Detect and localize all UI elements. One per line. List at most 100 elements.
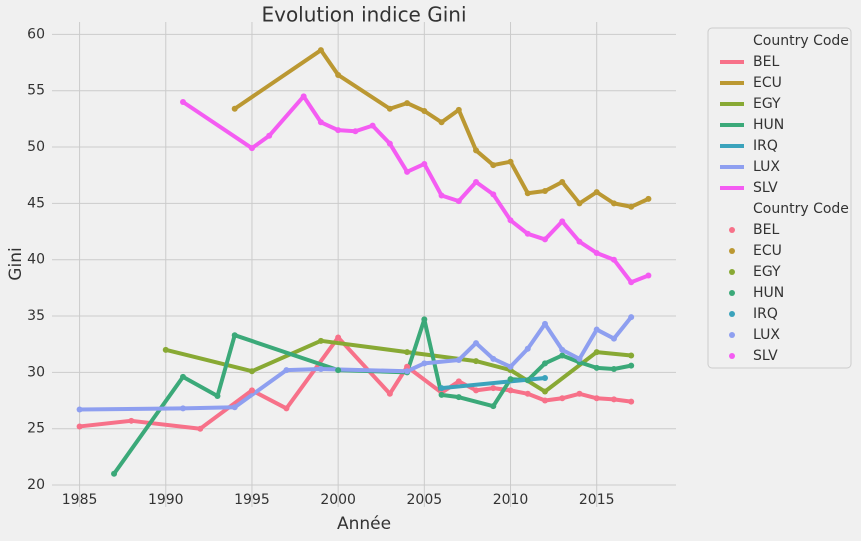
point bbox=[335, 127, 342, 134]
point bbox=[541, 236, 548, 243]
point bbox=[490, 191, 497, 198]
point bbox=[473, 178, 480, 185]
legend-label: BEL bbox=[753, 54, 779, 70]
point bbox=[438, 385, 445, 392]
y-tick-label: 25 bbox=[27, 421, 45, 437]
point bbox=[317, 47, 324, 54]
point bbox=[231, 105, 238, 112]
legend-label: ECU bbox=[753, 243, 782, 259]
point bbox=[576, 355, 583, 362]
line bbox=[112, 317, 632, 475]
legend-label: LUX bbox=[753, 159, 780, 175]
point bbox=[335, 334, 342, 341]
x-tick-label: 2010 bbox=[493, 492, 529, 508]
point bbox=[628, 203, 635, 210]
x-tick-label: 1985 bbox=[62, 492, 98, 508]
point bbox=[214, 393, 221, 400]
point bbox=[541, 375, 548, 382]
point bbox=[231, 332, 238, 339]
point bbox=[610, 335, 617, 342]
point bbox=[524, 190, 531, 197]
point bbox=[404, 168, 411, 175]
point bbox=[541, 360, 548, 367]
point bbox=[300, 93, 307, 100]
legend-marker bbox=[729, 227, 735, 233]
point bbox=[231, 404, 238, 411]
point bbox=[593, 349, 600, 356]
point bbox=[507, 387, 514, 394]
point bbox=[352, 128, 359, 135]
y-tick-label: 55 bbox=[27, 83, 45, 99]
point bbox=[421, 316, 428, 323]
legend-label: SLV bbox=[753, 348, 778, 364]
point bbox=[559, 352, 566, 359]
point bbox=[610, 365, 617, 372]
point bbox=[507, 217, 514, 224]
point bbox=[404, 100, 411, 107]
legend-label: ECU bbox=[753, 75, 782, 91]
point bbox=[490, 385, 497, 392]
point bbox=[593, 395, 600, 402]
point bbox=[404, 368, 411, 375]
point bbox=[248, 145, 255, 152]
point bbox=[559, 395, 566, 402]
x-axis-label: Année bbox=[337, 514, 391, 534]
point bbox=[283, 367, 290, 374]
point bbox=[180, 373, 187, 380]
y-tick-label: 60 bbox=[27, 26, 45, 42]
y-tick-label: 45 bbox=[27, 195, 45, 211]
point bbox=[197, 425, 204, 432]
point bbox=[473, 147, 480, 154]
point bbox=[541, 397, 548, 404]
point bbox=[628, 279, 635, 286]
point bbox=[490, 403, 497, 410]
x-tick-label: 2005 bbox=[407, 492, 443, 508]
point bbox=[524, 390, 531, 397]
point bbox=[473, 387, 480, 394]
point bbox=[593, 249, 600, 256]
y-tick-label: 50 bbox=[27, 139, 45, 155]
legend-label: SLV bbox=[753, 180, 778, 196]
legend-label: EGY bbox=[753, 264, 781, 280]
point bbox=[180, 98, 187, 105]
point bbox=[180, 405, 187, 412]
point bbox=[507, 158, 514, 165]
legend-title: Country Code bbox=[753, 201, 849, 217]
point bbox=[593, 189, 600, 196]
point bbox=[473, 358, 480, 365]
point bbox=[628, 314, 635, 321]
point bbox=[541, 388, 548, 395]
point bbox=[455, 378, 462, 385]
point bbox=[438, 192, 445, 199]
point bbox=[524, 345, 531, 352]
y-tick-label: 20 bbox=[27, 477, 45, 493]
point bbox=[162, 346, 169, 353]
point bbox=[610, 200, 617, 207]
legend-marker bbox=[729, 353, 735, 359]
x-tick-label: 1995 bbox=[234, 492, 270, 508]
legend-label: EGY bbox=[753, 96, 781, 112]
legend-label: HUN bbox=[753, 285, 784, 301]
point bbox=[455, 394, 462, 401]
legend-marker bbox=[729, 290, 735, 296]
point bbox=[576, 200, 583, 207]
point bbox=[248, 387, 255, 394]
point bbox=[317, 337, 324, 344]
point bbox=[541, 187, 548, 194]
y-tick-label: 35 bbox=[27, 308, 45, 324]
point bbox=[317, 119, 324, 126]
point bbox=[576, 238, 583, 245]
point bbox=[76, 406, 83, 413]
line bbox=[181, 94, 650, 285]
chart-title: Evolution indice Gini bbox=[261, 3, 466, 27]
point bbox=[438, 119, 445, 126]
point bbox=[559, 218, 566, 225]
point bbox=[404, 349, 411, 356]
point bbox=[490, 162, 497, 169]
point bbox=[610, 256, 617, 263]
point bbox=[473, 340, 480, 347]
point bbox=[576, 390, 583, 397]
point bbox=[593, 364, 600, 371]
point bbox=[645, 195, 652, 202]
point bbox=[593, 326, 600, 333]
